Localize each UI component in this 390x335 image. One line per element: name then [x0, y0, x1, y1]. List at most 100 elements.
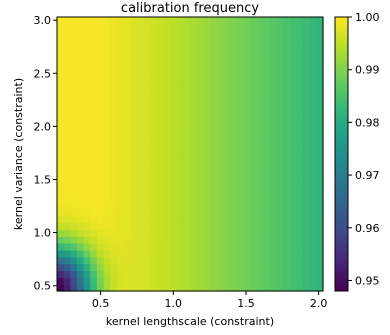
- heatmap-cell: [229, 37, 238, 45]
- y-tick-label: 2.5: [34, 67, 52, 80]
- heatmap-cell: [103, 71, 111, 80]
- heatmap-cell: [76, 44, 85, 52]
- heatmap-cell: [309, 263, 317, 272]
- heatmap-cell: [63, 256, 71, 265]
- heatmap-cell: [216, 263, 224, 272]
- heatmap-cell: [110, 195, 118, 203]
- heatmap-cell: [236, 119, 244, 128]
- heatmap-cell: [263, 51, 271, 59]
- heatmap-cell: [63, 284, 71, 292]
- heatmap-cell: [190, 99, 198, 107]
- heatmap-cell: [276, 99, 284, 107]
- heatmap-cell: [170, 249, 178, 258]
- heatmap-cell: [256, 181, 264, 189]
- heatmap-cell: [170, 58, 178, 66]
- heatmap-cell: [316, 112, 324, 121]
- heatmap-cell: [216, 126, 224, 135]
- heatmap-cell: [249, 23, 258, 32]
- heatmap-cell: [263, 112, 271, 121]
- heatmap-cell: [130, 71, 138, 80]
- heatmap-cell: [103, 147, 111, 155]
- heatmap-cell: [76, 277, 85, 285]
- heatmap-cell: [203, 126, 211, 135]
- heatmap-cell: [110, 71, 118, 80]
- heatmap-cell: [303, 208, 311, 217]
- heatmap-cell: [90, 215, 98, 224]
- heatmap-cell: [96, 140, 105, 148]
- heatmap-cell: [136, 37, 145, 45]
- heatmap-cell: [283, 106, 291, 114]
- heatmap-cell: [249, 99, 258, 107]
- heatmap-cell: [76, 249, 85, 258]
- heatmap-cell: [96, 208, 105, 217]
- heatmap-cell: [296, 85, 304, 93]
- heatmap-cell: [249, 208, 258, 217]
- heatmap-cell: [190, 181, 198, 189]
- heatmap-cell: [156, 17, 164, 25]
- heatmap-cell: [243, 160, 251, 169]
- heatmap-cell: [123, 140, 131, 148]
- heatmap-cell: [243, 270, 251, 278]
- heatmap-cell: [103, 154, 111, 162]
- heatmap-cell: [90, 188, 98, 196]
- heatmap-cell: [103, 222, 111, 230]
- heatmap-cell: [110, 17, 118, 25]
- colorbar-tick-label: 0.99: [355, 64, 380, 77]
- heatmap-cell: [150, 92, 158, 100]
- colorbar-tick-label: 0.98: [355, 116, 380, 129]
- heatmap-cell: [143, 23, 151, 32]
- heatmap-cell: [276, 208, 284, 217]
- heatmap-cell: [130, 201, 138, 210]
- heatmap-cell: [229, 64, 238, 73]
- heatmap-cell: [143, 167, 151, 176]
- heatmap-cell: [70, 270, 78, 278]
- heatmap-cell: [196, 58, 204, 66]
- heatmap-cell: [190, 160, 198, 169]
- heatmap-cell: [229, 154, 238, 162]
- heatmap-cell: [176, 229, 184, 237]
- heatmap-cell: [183, 277, 191, 285]
- heatmap-cell: [116, 140, 125, 148]
- heatmap-cell: [163, 64, 171, 73]
- heatmap-cell: [156, 37, 164, 45]
- heatmap-cell: [183, 147, 191, 155]
- heatmap-cell: [269, 277, 278, 285]
- heatmap-cell: [90, 119, 98, 128]
- heatmap-cell: [176, 58, 184, 66]
- heatmap-cell: [223, 106, 231, 114]
- heatmap-cell: [229, 256, 238, 265]
- heatmap-cell: [170, 23, 178, 32]
- heatmap-cell: [170, 160, 178, 169]
- heatmap-cell: [296, 30, 304, 39]
- heatmap-cell: [63, 167, 71, 176]
- heatmap-cell: [256, 140, 264, 148]
- heatmap-cell: [57, 51, 65, 59]
- heatmap-cell: [176, 126, 184, 135]
- heatmap-cell: [96, 174, 105, 182]
- heatmap-cell: [229, 99, 238, 107]
- heatmap-cell: [57, 85, 65, 93]
- heatmap-cell: [223, 215, 231, 224]
- heatmap-cell: [57, 37, 65, 45]
- heatmap-cell: [190, 154, 198, 162]
- y-axis-label: kernel variance (constraint): [12, 78, 25, 230]
- heatmap-cell: [196, 78, 204, 87]
- heatmap-cell: [203, 64, 211, 73]
- heatmap-cell: [150, 140, 158, 148]
- heatmap-cell: [209, 140, 218, 148]
- heatmap-cell: [130, 215, 138, 224]
- heatmap-cell: [123, 37, 131, 45]
- heatmap-cell: [236, 85, 244, 93]
- heatmap-cell: [83, 188, 91, 196]
- heatmap-cell: [63, 222, 71, 230]
- heatmap-cell: [296, 64, 304, 73]
- heatmap-cell: [96, 64, 105, 73]
- heatmap-cell: [196, 174, 204, 182]
- heatmap-cell: [196, 188, 204, 196]
- heatmap-cell: [96, 44, 105, 52]
- heatmap-cell: [316, 51, 324, 59]
- heatmap-cell: [243, 147, 251, 155]
- heatmap-cell: [276, 85, 284, 93]
- heatmap-cell: [176, 37, 184, 45]
- heatmap-cell: [229, 126, 238, 135]
